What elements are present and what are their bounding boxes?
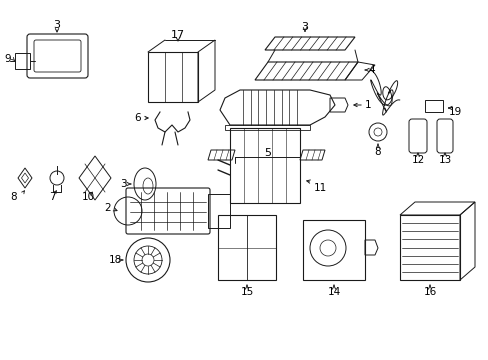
Text: 10: 10 <box>81 192 94 202</box>
Text: 8: 8 <box>11 192 17 202</box>
Text: 7: 7 <box>49 192 55 202</box>
Text: 6: 6 <box>134 113 141 123</box>
Text: 13: 13 <box>437 155 451 165</box>
Text: 11: 11 <box>313 183 326 193</box>
Bar <box>15 53 30 69</box>
Text: 3: 3 <box>120 179 126 189</box>
Text: 3: 3 <box>301 22 308 32</box>
Text: 18: 18 <box>108 255 122 265</box>
Text: 1: 1 <box>364 100 370 110</box>
Bar <box>218 215 275 280</box>
Text: 4: 4 <box>368 65 375 75</box>
Text: 8: 8 <box>374 147 381 157</box>
Text: 5: 5 <box>264 148 271 158</box>
Bar <box>424 100 442 112</box>
Text: 15: 15 <box>240 287 253 297</box>
Text: 14: 14 <box>326 287 340 297</box>
Text: 2: 2 <box>104 203 111 213</box>
Bar <box>303 220 364 280</box>
Text: 16: 16 <box>423 287 436 297</box>
Text: 3: 3 <box>53 20 61 30</box>
Bar <box>207 194 229 228</box>
Text: 17: 17 <box>171 30 184 40</box>
Text: 12: 12 <box>410 155 424 165</box>
Text: 9: 9 <box>5 54 11 64</box>
Text: 19: 19 <box>447 107 461 117</box>
Bar <box>229 128 299 203</box>
